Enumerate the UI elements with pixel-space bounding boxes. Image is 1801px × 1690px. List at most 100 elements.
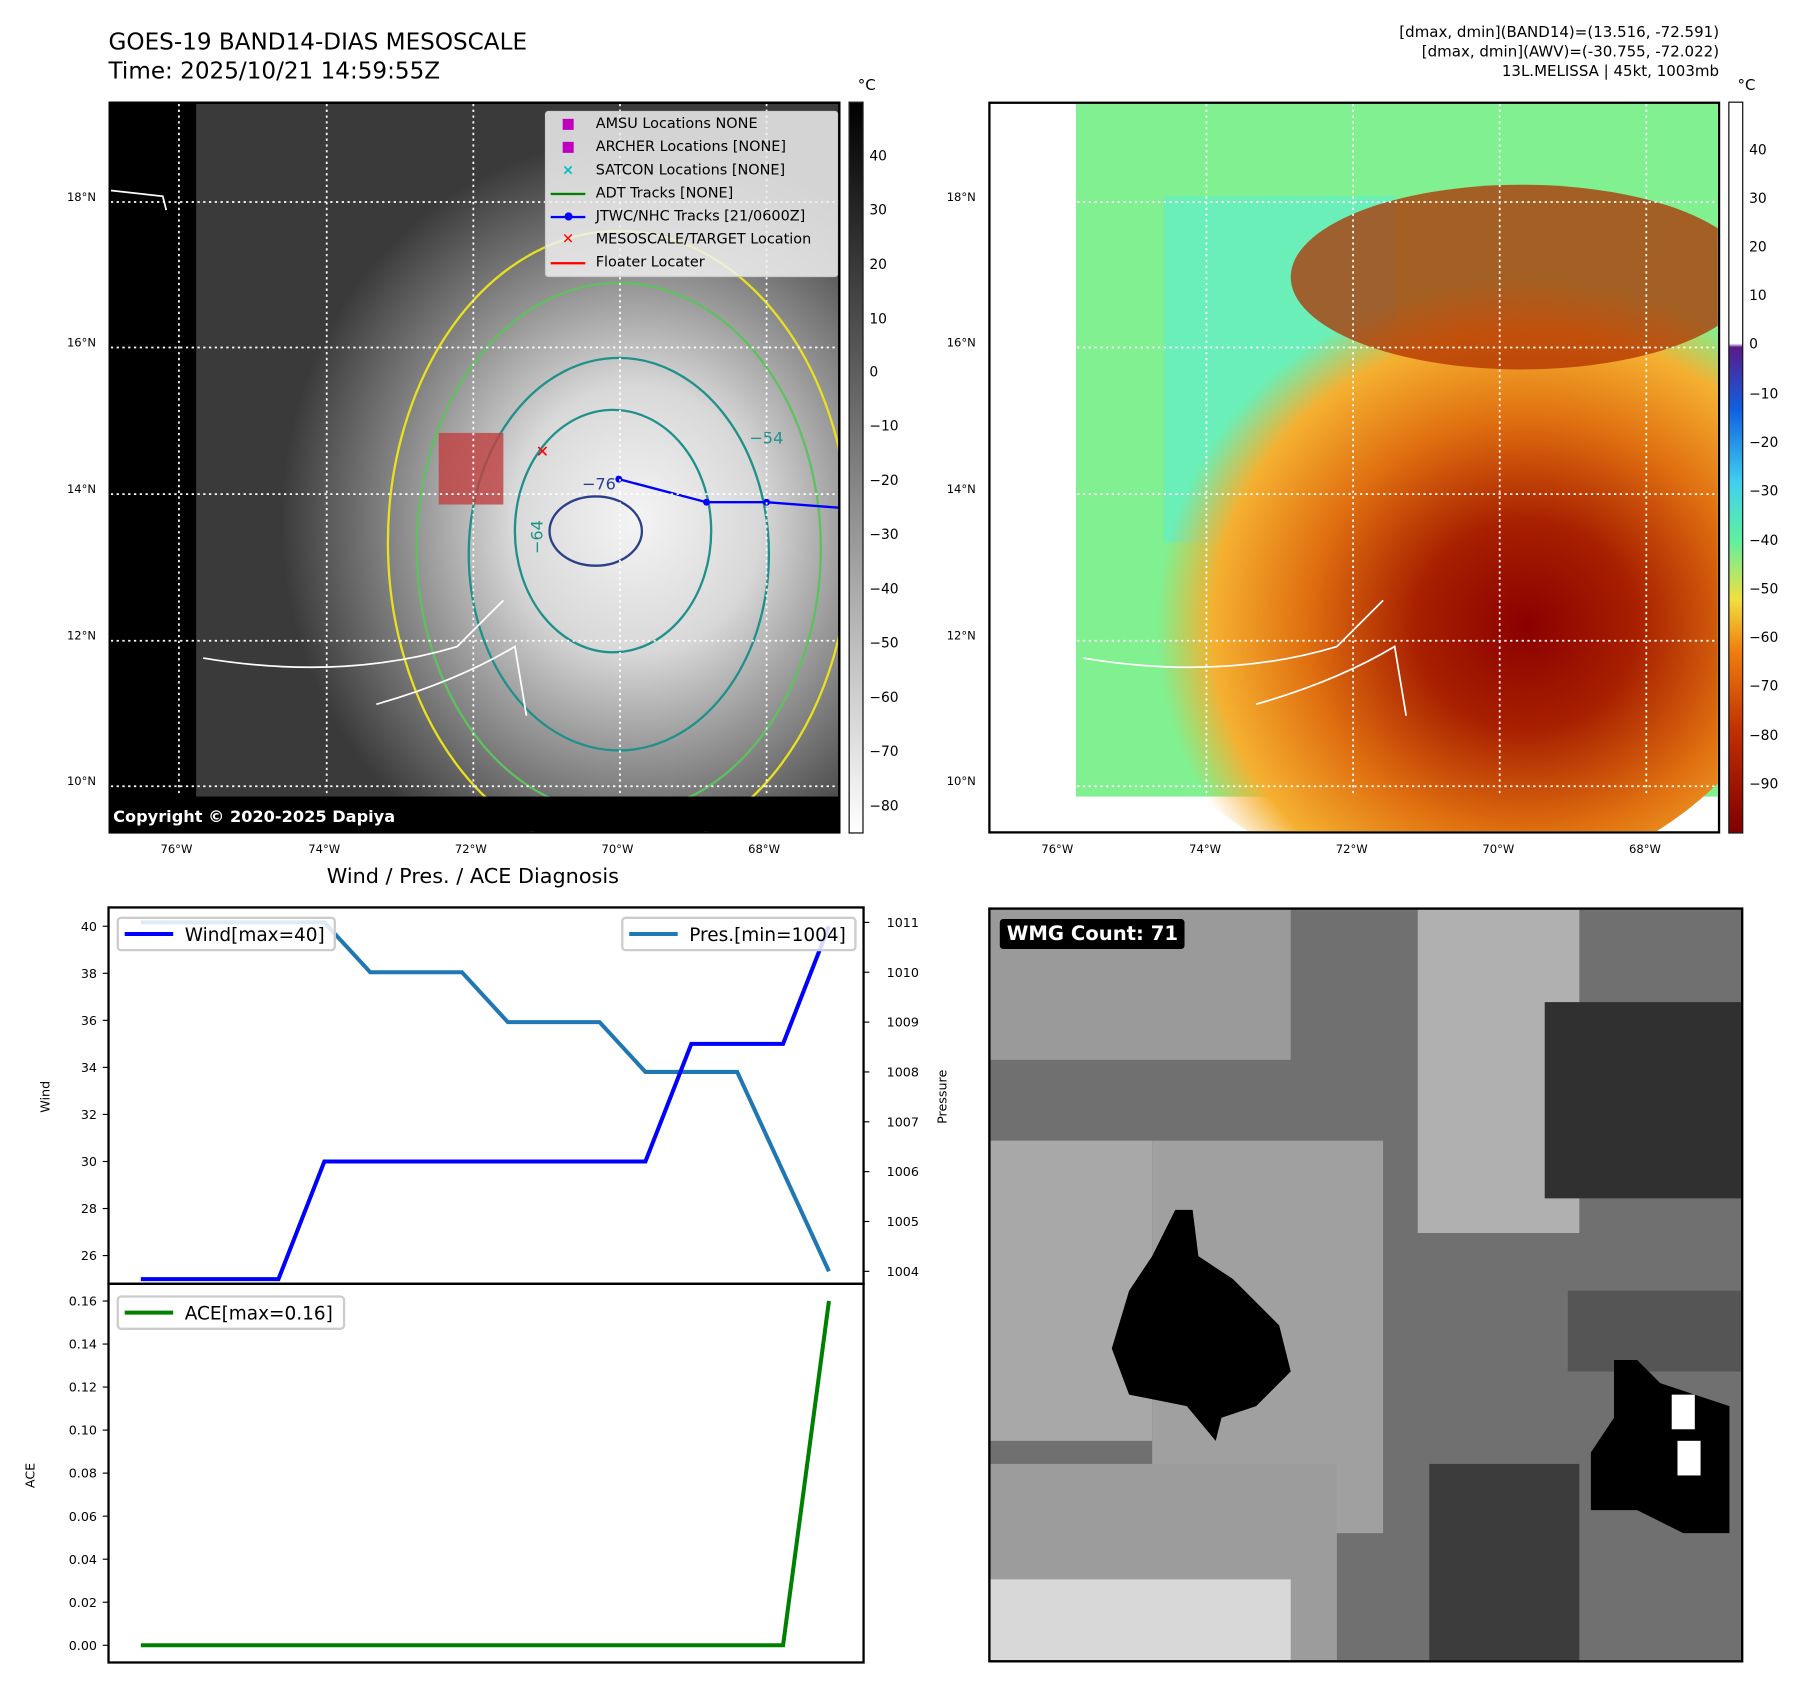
- colorbar-tick: 20: [1749, 238, 1767, 256]
- colorbar-tick: −20: [1749, 434, 1779, 451]
- pressure-legend: [621, 916, 857, 952]
- y-tick-label: 30: [81, 1154, 97, 1169]
- lon-tick: 76°W: [1041, 843, 1074, 857]
- ace-tick-label: 0.02: [69, 1595, 97, 1610]
- colorbar-tick: −50: [1749, 580, 1779, 597]
- square-marker-icon: ■: [561, 137, 575, 155]
- legend-label: MESOSCALE/TARGET Location: [595, 229, 812, 248]
- wind-axis-label: Wind: [38, 1081, 53, 1113]
- contour-label: −54: [749, 428, 783, 447]
- lon-tick: 74°W: [1189, 843, 1222, 857]
- pressure-line: [140, 920, 831, 1273]
- y2-tick-label: 1011: [887, 915, 919, 930]
- lat-tick: 10°N: [946, 775, 976, 789]
- colorbar-tick: 30: [869, 202, 887, 219]
- colorbar-tick: −30: [1749, 482, 1779, 499]
- y-tick-label: 28: [81, 1201, 97, 1216]
- wind-line: [140, 925, 831, 1282]
- target-x-icon: ✕: [536, 442, 550, 461]
- y-tick-label: 34: [81, 1060, 97, 1075]
- lat-tick: 14°N: [66, 483, 97, 497]
- y2-tick-label: 1006: [887, 1164, 919, 1179]
- awv-stats: [dmax, dmin](AWV)=(-30.755, -72.022): [1421, 43, 1720, 62]
- legend-item: ✕ MESOSCALE/TARGET Location: [546, 227, 837, 250]
- colorbar-tick: −10: [1749, 385, 1779, 402]
- lon-tick: 74°W: [308, 843, 341, 857]
- lat-tick: 10°N: [66, 775, 97, 789]
- colorbar-tick: −60: [869, 689, 899, 706]
- legend-item: Floater Locater: [546, 251, 837, 274]
- legend-label: ADT Tracks [NONE]: [595, 183, 734, 201]
- colorbar-unit: °C: [857, 77, 876, 95]
- legend-item: ■ AMSU Locations NONE: [546, 112, 837, 135]
- lat-tick: 18°N: [66, 191, 97, 205]
- y-tick-label: 40: [81, 919, 97, 934]
- ace-tick-label: 0.08: [69, 1466, 97, 1481]
- colorbar-tick: 0: [1749, 335, 1758, 353]
- legend-label: SATCON Locations [NONE]: [595, 160, 786, 178]
- colorbar-tick: 10: [1749, 287, 1767, 304]
- ace-tick-label: 0.12: [69, 1380, 97, 1395]
- contour-label: −64: [528, 520, 547, 554]
- awv-map: [988, 101, 1721, 834]
- legend-label: Floater Locater: [595, 252, 705, 271]
- pressure-legend-label: Pres.[min=1004]: [689, 925, 846, 946]
- line-icon: [550, 251, 586, 274]
- colorbar-tick: 30: [1749, 190, 1767, 207]
- ace-legend: [116, 1295, 346, 1330]
- pressure-axis-label: Pressure: [935, 1069, 950, 1123]
- colorbar-band14: [848, 101, 864, 834]
- legend-label: JTWC/NHC Tracks [21/0600Z]: [595, 206, 806, 224]
- figure-title: GOES-19 BAND14-DIAS MESOSCALE Time: 2025…: [109, 28, 528, 86]
- y-tick-label: 38: [81, 966, 97, 981]
- ace-tick-label: 0.10: [69, 1423, 97, 1438]
- lat-tick: 16°N: [946, 337, 976, 350]
- chart-title: Wind / Pres. / ACE Diagnosis: [326, 864, 619, 889]
- lon-tick: 76°W: [160, 843, 193, 857]
- colorbar-tick: −80: [1749, 727, 1779, 744]
- y2-tick-label: 1010: [887, 965, 919, 980]
- colorbar-tick: −80: [869, 797, 899, 814]
- ace-tick-label: 0.14: [69, 1337, 97, 1352]
- colorbar-tick: 40: [1749, 142, 1767, 159]
- jtwc-track: [618, 478, 839, 509]
- y2-tick-label: 1007: [887, 1114, 919, 1129]
- colorbar-tick: −50: [869, 634, 899, 652]
- lon-tick: 70°W: [601, 843, 634, 857]
- wmg-panel: [988, 907, 1744, 1663]
- diagnosis-chart: 26 28 30 32 34 36 38 40 1004 1005 1006 1007 1008 1009…: [23, 906, 950, 1664]
- band14-map: −76 −64 −54 ✕ ■ AMSU Locations NONE ■ ARCH…: [108, 101, 841, 834]
- contour-label: −76: [582, 475, 616, 494]
- colorbar-tick: −70: [869, 743, 899, 760]
- colorbar-tick: −70: [1749, 677, 1779, 694]
- line-dot-icon: [550, 204, 586, 227]
- colorbar-tick: 40: [869, 147, 887, 164]
- legend-item: ■ ARCHER Locations [NONE]: [546, 135, 837, 158]
- line-icon: [550, 181, 586, 204]
- ace-legend-label: ACE[max=0.16]: [185, 1304, 333, 1325]
- info-block: [dmax, dmin](BAND14)=(13.516, -72.591) […: [1399, 23, 1719, 82]
- colorbar-tick: −30: [869, 526, 899, 543]
- map-legend: ■ AMSU Locations NONE ■ ARCHER Locations […: [544, 110, 839, 278]
- band14-stats: [dmax, dmin](BAND14)=(13.516, -72.591): [1399, 24, 1720, 42]
- lat-tick: 18°N: [946, 191, 976, 205]
- legend-item: ADT Tracks [NONE]: [546, 181, 837, 204]
- storm-info: 13L.MELISSA | 45kt, 1003mb: [1501, 63, 1720, 81]
- legend-item: JTWC/NHC Tracks [21/0600Z]: [546, 204, 837, 227]
- lon-tick: 72°W: [454, 843, 487, 857]
- lat-tick: 12°N: [66, 630, 97, 644]
- colorbar-tick: −20: [869, 472, 899, 489]
- colorbar-unit: °C: [1737, 77, 1756, 95]
- colorbar-tick: 0: [869, 363, 879, 380]
- legend-label: AMSU Locations NONE: [595, 114, 758, 132]
- colorbar-tick: 10: [869, 310, 887, 327]
- x-marker-icon: ✕: [561, 229, 575, 248]
- ace-tick-label: 0.06: [69, 1509, 97, 1524]
- square-marker-icon: ■: [561, 114, 575, 132]
- y2-tick-label: 1009: [887, 1015, 919, 1030]
- y-tick-label: 32: [81, 1107, 97, 1122]
- y-tick-label: 36: [81, 1013, 97, 1028]
- title-line: GOES-19 BAND14-DIAS MESOSCALE: [108, 27, 528, 56]
- ace-tick-label: 0.04: [69, 1552, 97, 1567]
- wmg-count-badge: WMG Count: 71: [999, 918, 1185, 949]
